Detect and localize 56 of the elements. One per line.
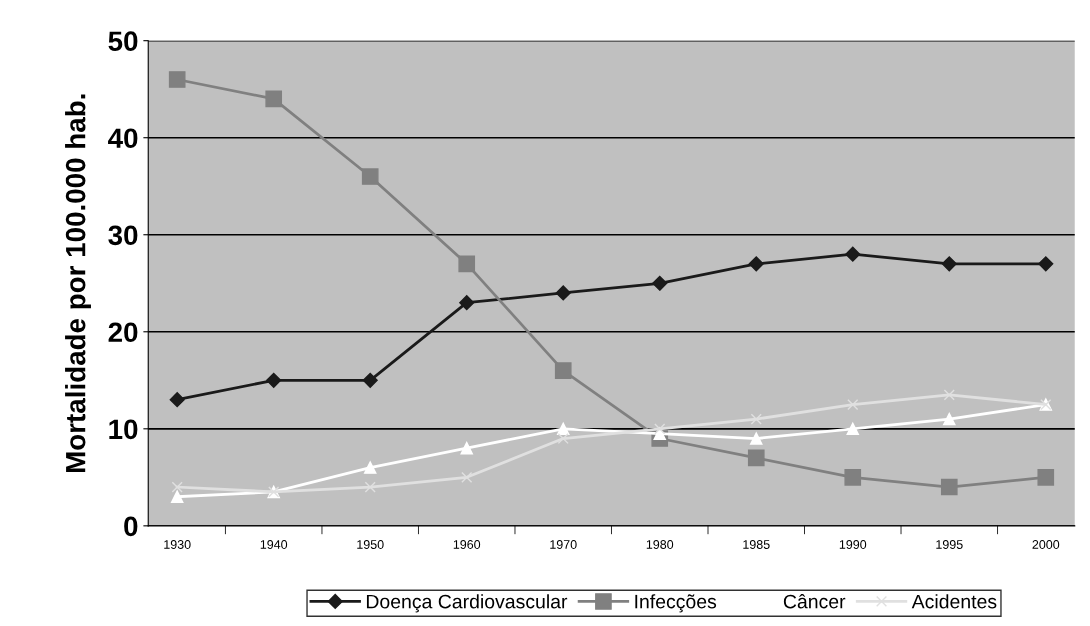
point (1038, 256, 1054, 272)
point (266, 372, 282, 388)
legend-label: Acidentes (911, 594, 997, 609)
point (750, 432, 763, 445)
y-axis-title: Mortalidade por 100.000 hab. (65, 94, 91, 473)
legend-label: Infecções (635, 594, 717, 613)
point (557, 432, 569, 445)
text: Câncer (783, 594, 846, 609)
y-tick-label: 10 (109, 419, 138, 440)
point (750, 413, 762, 425)
y-tick-label: 20 (108, 322, 138, 343)
point (171, 481, 183, 493)
x-tick-label: 1930 (164, 540, 191, 549)
point (555, 285, 571, 301)
x-tick-label: 1990 (839, 540, 867, 549)
legend-label: Doença Cardiovascular (366, 594, 568, 613)
x-tick-label: 2000 (1032, 540, 1060, 549)
point (461, 471, 473, 483)
point (846, 422, 860, 436)
point (362, 372, 378, 388)
point (363, 461, 377, 474)
point (361, 168, 379, 185)
point (943, 389, 955, 401)
x-tick-label: 1980 (646, 540, 674, 549)
point (847, 398, 859, 411)
point (844, 468, 862, 486)
y-tick-label: 40 (108, 128, 138, 149)
point (1037, 468, 1055, 486)
point (940, 478, 958, 496)
point (364, 481, 376, 493)
x-tick-label: 1950 (357, 540, 384, 549)
point (845, 246, 861, 262)
point (653, 427, 666, 440)
x-tick-label: 1970 (550, 540, 577, 549)
x-tick-label: 1940 (260, 540, 288, 549)
point (459, 295, 475, 311)
x-tick-label: 1960 (453, 540, 481, 549)
point (556, 422, 570, 436)
point (170, 490, 184, 503)
point (654, 423, 666, 435)
point (168, 71, 186, 88)
x-tick-label: 1995 (936, 540, 963, 549)
point (460, 441, 473, 455)
y-tick-label: 30 (108, 225, 138, 246)
point (943, 412, 956, 426)
y-tick-label: 50 (108, 31, 138, 52)
y-tick-label: 0 (124, 516, 138, 537)
point (747, 449, 765, 467)
point (458, 255, 476, 273)
x-tick-label: 1985 (743, 540, 770, 549)
point (652, 275, 668, 291)
point (169, 392, 185, 408)
point (265, 90, 283, 108)
point (748, 256, 764, 272)
point (554, 362, 572, 379)
point (941, 256, 957, 272)
